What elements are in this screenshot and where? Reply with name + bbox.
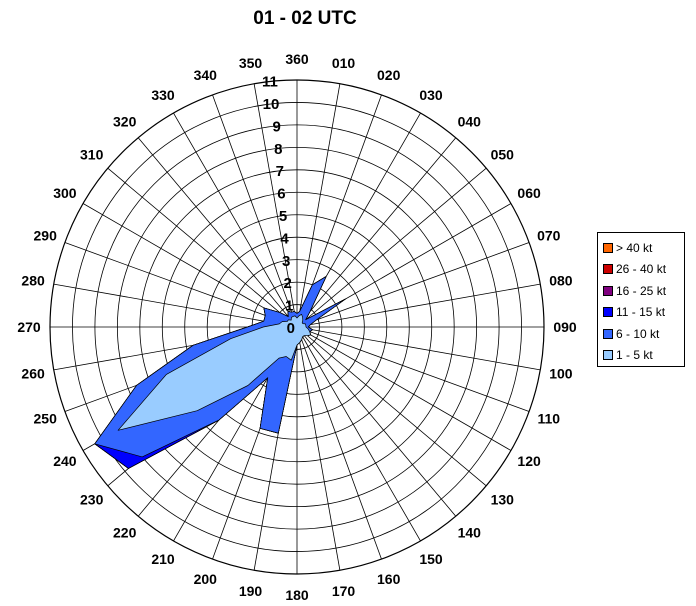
grid-spoke	[107, 167, 298, 328]
grid-spoke	[296, 242, 530, 328]
radial-tick-label: 11	[262, 74, 278, 91]
grid-spoke	[137, 137, 298, 328]
legend-item: > 40 kt	[603, 237, 684, 259]
direction-label: 260	[21, 366, 45, 382]
direction-label: 040	[458, 114, 482, 130]
radial-tick-label: 0	[287, 320, 295, 337]
legend-label: 1 - 5 kt	[616, 348, 653, 363]
legend-item: 16 - 25 kt	[603, 280, 684, 302]
radial-tick-label: 5	[279, 208, 287, 225]
polar-grid	[49, 79, 545, 575]
direction-label: 060	[517, 185, 541, 201]
grid-spoke	[64, 242, 298, 328]
grid-spoke	[296, 326, 512, 451]
series-1-5-kt	[117, 313, 311, 431]
grid-spoke	[53, 283, 298, 328]
legend-item: 26 - 40 kt	[603, 259, 684, 281]
direction-label: 300	[53, 185, 77, 201]
grid-spoke	[296, 283, 541, 328]
direction-label: 100	[549, 366, 573, 382]
legend-label: 11 - 15 kt	[616, 305, 666, 320]
chart-title: 01 - 02 UTC	[253, 8, 357, 29]
direction-label: 230	[80, 491, 104, 507]
direction-label: 020	[377, 67, 401, 83]
grid-spoke	[253, 83, 298, 328]
legend-swatch	[603, 328, 613, 339]
direction-label: 340	[194, 67, 218, 83]
radial-tick-label: 1	[285, 298, 293, 315]
legend-item: 1 - 5 kt	[603, 345, 684, 367]
direction-labels: 360 0100200300400500600700800901001101201…	[17, 51, 577, 603]
direction-label: 160	[377, 571, 401, 587]
direction-label: 320	[113, 114, 137, 130]
direction-label: 170	[332, 583, 356, 599]
legend-label: 6 - 10 kt	[616, 326, 660, 341]
grid-spoke	[296, 326, 541, 371]
direction-label: 280	[21, 273, 45, 289]
direction-label: 310	[80, 147, 104, 163]
direction-label: 010	[332, 55, 356, 71]
legend-item: 6 - 10 kt	[603, 323, 684, 345]
grid-spoke	[296, 137, 457, 328]
radial-tick-label: 2	[284, 275, 292, 292]
legend-label: 16 - 25 kt	[616, 283, 667, 298]
grid-spoke	[296, 326, 421, 542]
legend-swatch	[603, 307, 613, 318]
radial-axis-labels: 0 1 2 3 4 5 6 7 8 9 10 11	[262, 74, 295, 337]
direction-label: 350	[239, 55, 263, 71]
legend-item: 11 - 15 kt	[603, 302, 684, 324]
grid-spoke	[296, 326, 382, 560]
direction-label: 130	[491, 491, 515, 507]
direction-label: 200	[194, 571, 218, 587]
grid-spoke	[212, 94, 298, 328]
radial-tick-label: 10	[263, 96, 280, 113]
direction-label: 290	[34, 227, 58, 243]
grid-spoke	[296, 326, 341, 571]
legend-swatch	[603, 350, 613, 361]
direction-label: 330	[151, 87, 175, 103]
direction-label: 050	[491, 147, 515, 163]
direction-label: 070	[537, 227, 561, 243]
direction-label: 210	[151, 551, 175, 567]
direction-label: 080	[549, 273, 573, 289]
direction-label: 150	[419, 551, 443, 567]
legend-label: 26 - 40 kt	[616, 262, 667, 277]
legend-swatch	[603, 264, 613, 275]
grid-spoke	[296, 326, 487, 487]
radial-tick-label: 6	[277, 186, 285, 203]
direction-label: 180	[285, 587, 309, 603]
legend-swatch	[603, 285, 613, 296]
legend: > 40 kt 26 - 40 kt 16 - 25 kt 11 - 15 kt 6 -…	[597, 232, 685, 367]
direction-label: 110	[538, 411, 561, 427]
direction-label: 240	[53, 453, 77, 469]
direction-label: 120	[517, 453, 541, 469]
radial-tick-label: 3	[282, 253, 290, 270]
direction-label: 220	[113, 524, 137, 540]
direction-label: 190	[239, 583, 263, 599]
grid-spoke	[173, 112, 298, 328]
grid-spoke	[296, 167, 487, 328]
grid-spoke	[296, 326, 530, 412]
grid-spoke	[82, 203, 298, 328]
direction-label: 090	[553, 319, 577, 335]
grid-spoke	[296, 326, 457, 517]
direction-label: 140	[458, 524, 482, 540]
direction-label: 030	[419, 87, 443, 103]
radial-tick-label: 7	[276, 163, 284, 180]
direction-label: 360	[285, 51, 309, 67]
legend-swatch	[603, 242, 613, 253]
legend-label: > 40 kt	[616, 240, 653, 255]
direction-label: 270	[17, 319, 41, 335]
radial-tick-label: 8	[274, 141, 282, 158]
radial-tick-label: 4	[280, 230, 289, 247]
wind-series	[94, 276, 346, 469]
radial-tick-label: 9	[273, 118, 281, 135]
grid-spoke	[296, 83, 341, 328]
direction-label: 250	[34, 411, 58, 427]
